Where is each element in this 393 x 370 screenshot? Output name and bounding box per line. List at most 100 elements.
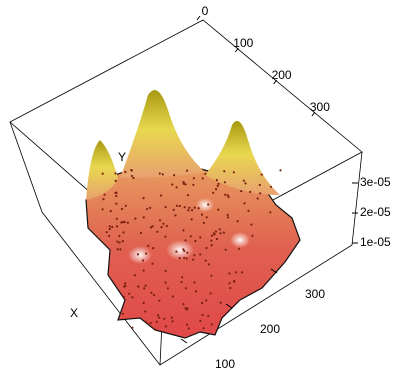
point [243,202,246,205]
point [219,232,222,235]
point [190,218,193,221]
point [193,254,196,257]
point [223,181,226,184]
point [279,169,282,172]
point [216,184,219,187]
point [178,204,181,208]
point [126,221,129,224]
point [158,299,161,302]
x-axis-label: X [70,306,78,320]
point [155,320,158,323]
point [191,209,194,212]
point [108,225,111,228]
point [163,317,166,320]
point [175,204,178,207]
point [142,269,145,272]
point [205,246,208,250]
point [108,234,111,238]
point [194,239,197,243]
z-tick-label: 3e-05 [360,175,391,189]
point [214,230,217,233]
point [192,258,195,261]
point [120,207,123,211]
point [186,251,189,254]
point [228,282,231,285]
peak-left [86,140,118,200]
point [116,240,119,243]
point [226,213,229,216]
point [171,183,174,186]
z-tick-label: 1e-05 [360,235,391,249]
highlight [230,232,250,248]
point [197,207,200,210]
point [182,248,185,251]
point [247,209,250,212]
point [232,171,235,174]
point [202,327,205,330]
y-axis-label: Y [118,150,126,164]
point [143,287,146,290]
point [173,174,176,177]
point [124,170,127,174]
point [184,239,187,242]
point [215,237,218,241]
point [209,292,212,295]
point [124,284,127,287]
point [115,225,119,228]
point [128,292,131,295]
point [218,228,221,231]
point [236,220,239,223]
point [145,252,148,255]
point [205,299,208,302]
point [105,231,108,234]
x-tick-label: 200 [260,322,280,336]
point [201,301,204,304]
point [111,225,114,228]
highlight [128,246,152,264]
point [250,223,253,226]
point [158,316,161,319]
point [192,183,195,186]
point [120,221,123,224]
y-tick-label: 100 [233,36,253,50]
point [108,227,111,231]
point [182,182,185,185]
point [215,179,218,182]
point [204,172,207,175]
point [259,192,262,195]
point [139,231,142,235]
point [199,236,202,239]
y-tick [234,47,239,53]
point [144,320,147,323]
point [150,291,153,294]
point [149,226,152,229]
y-tick [273,79,278,85]
point [115,217,118,220]
point [183,256,186,259]
point [184,183,187,186]
points [101,169,282,331]
x-tick [180,338,188,344]
point [171,295,174,298]
point [244,182,247,185]
point [228,272,231,275]
point [175,250,178,253]
point [227,195,230,199]
point [137,285,140,288]
point [172,208,175,211]
point [115,195,118,198]
point [184,287,187,290]
point [224,193,227,196]
point [224,248,227,251]
point [142,301,145,304]
point [162,222,165,225]
point [210,239,213,242]
point [182,181,185,184]
point [242,179,245,182]
point [124,204,127,207]
point [269,211,272,214]
point [136,253,140,256]
point [109,210,112,213]
point [188,206,191,209]
